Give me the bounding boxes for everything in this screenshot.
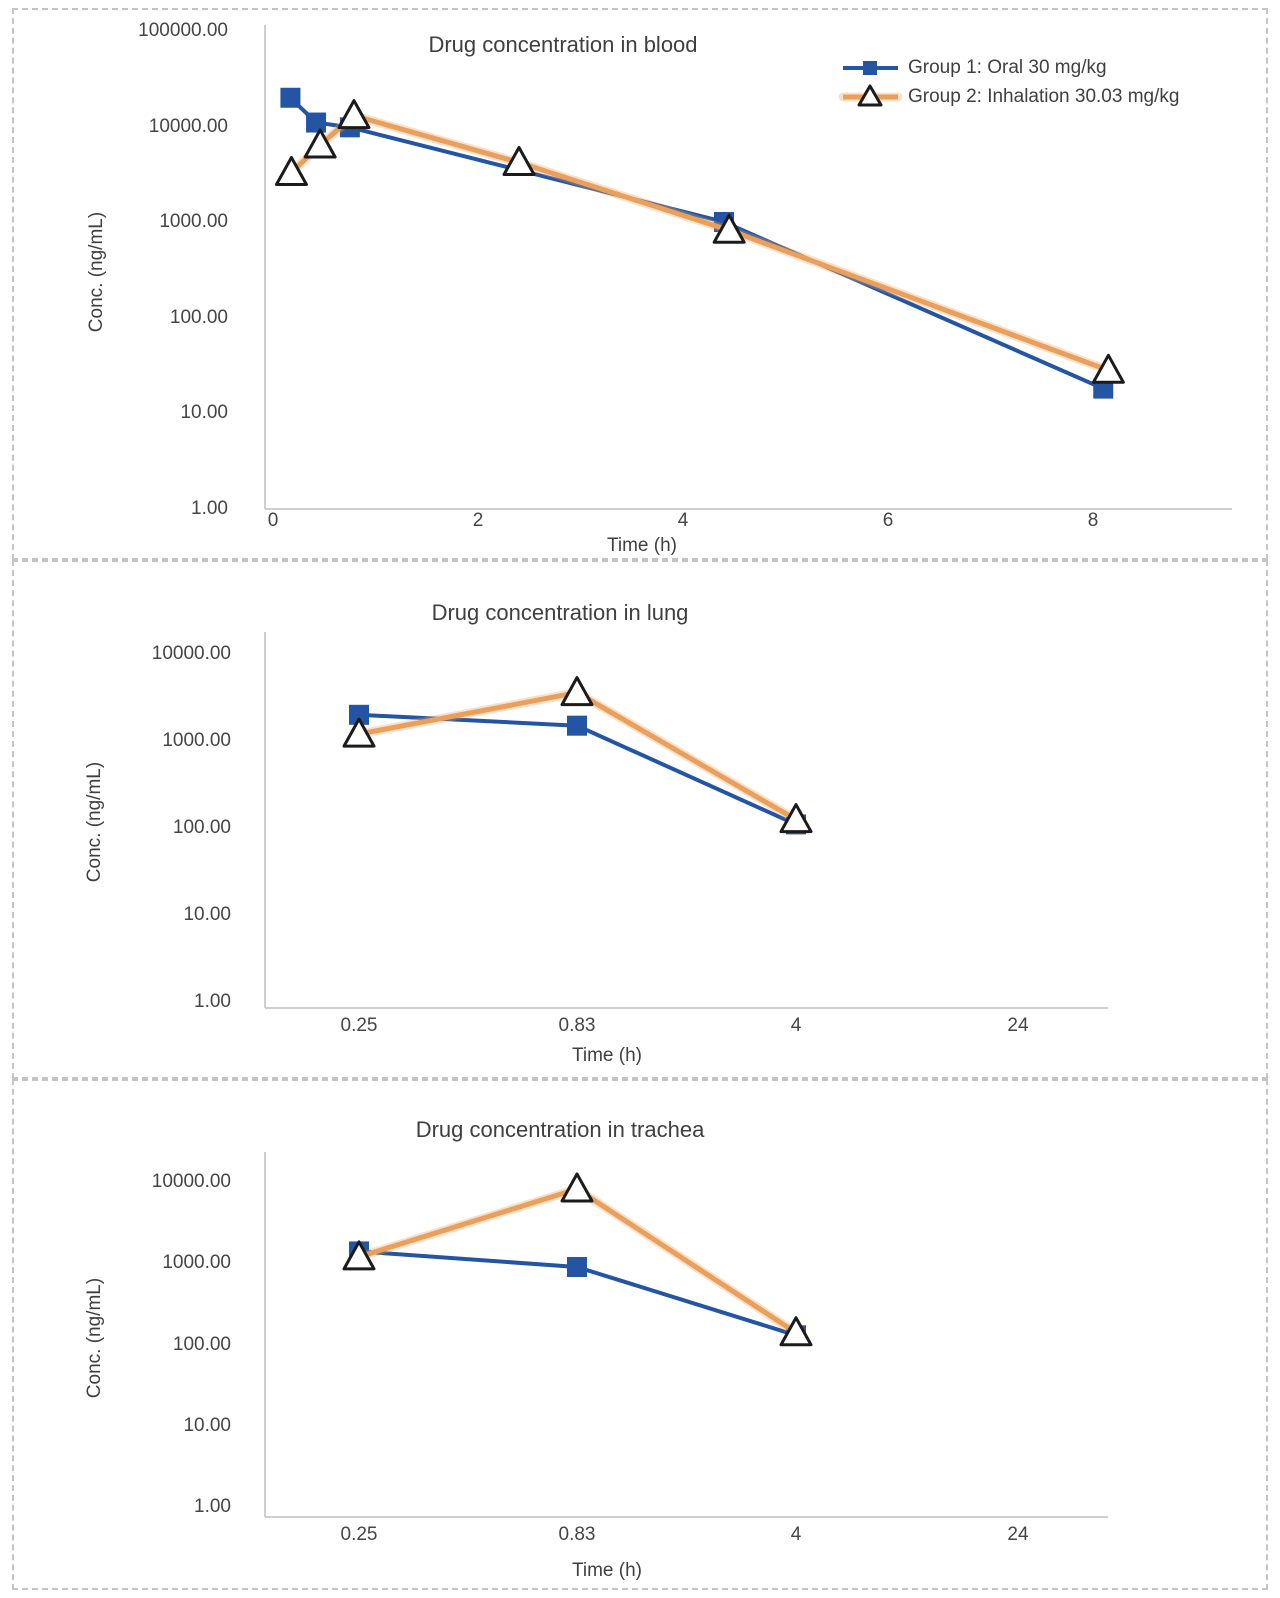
- x-axis-title: Time (h): [571, 1045, 643, 1066]
- inhalation-triangle-marker: [560, 1172, 594, 1203]
- panel-blood: [12, 8, 1268, 560]
- y-tick-label: 1000.00: [162, 1252, 231, 1274]
- y-axis-title: Conc. (ng/mL): [84, 761, 105, 883]
- inhalation-series-line: [288, 113, 1111, 373]
- y-axis-title: Conc. (ng/mL): [86, 211, 107, 333]
- x-tick-label: 8: [1087, 510, 1099, 531]
- x-tick-label: 4: [790, 1015, 802, 1036]
- inhalation-triangle-marker: [502, 145, 536, 176]
- y-tick-label: 10000.00: [151, 1171, 231, 1192]
- legend-square-marker: [863, 61, 877, 75]
- y-tick-label: 1.00: [191, 497, 228, 519]
- x-tick-label: 24: [1007, 1524, 1029, 1545]
- y-tick-label: 10000.00: [148, 115, 228, 137]
- x-axis-title: Time (h): [571, 1560, 643, 1581]
- y-tick-label: 1000.00: [162, 730, 231, 751]
- y-tick-label: 10.00: [183, 1414, 231, 1436]
- y-tick-label: 1000.00: [159, 211, 228, 232]
- y-tick-label: 100.00: [169, 306, 228, 328]
- y-axis-title: Conc. (ng/mL): [84, 1277, 105, 1399]
- oral-square-marker: [567, 1257, 587, 1278]
- x-tick-label: 24: [1007, 1015, 1029, 1036]
- x-tick-label: 0.83: [558, 1015, 596, 1036]
- inhalation-triangle-marker: [342, 1240, 376, 1271]
- inhalation-triangle-marker: [779, 803, 813, 834]
- oral-square-marker: [567, 715, 587, 736]
- inhalation-triangle-marker: [779, 1316, 813, 1347]
- x-axis-title: Time (h): [606, 535, 678, 556]
- y-tick-label: 10000.00: [151, 643, 231, 664]
- y-tick-label: 100000.00: [138, 20, 228, 41]
- inhalation-line-halo: [286, 111, 1113, 375]
- oral-series-line: [288, 95, 1106, 391]
- inhalation-triangle-marker: [337, 99, 371, 130]
- y-tick-label: 10.00: [183, 904, 231, 925]
- legend-label: Group 1: Oral 30 mg/kg: [908, 57, 1107, 78]
- oral-square-marker: [349, 704, 369, 725]
- inhalation-triangle-marker: [560, 676, 594, 707]
- x-tick-label: 0: [267, 510, 279, 531]
- y-tick-label: 10.00: [180, 402, 228, 423]
- chart-title: Drug concentration in trachea: [415, 1117, 705, 1142]
- x-tick-label: 0.25: [340, 1524, 378, 1545]
- x-tick-label: 4: [677, 510, 689, 531]
- x-tick-label: 0.83: [558, 1524, 596, 1545]
- y-tick-label: 1.00: [194, 1496, 231, 1518]
- oral-square-marker: [280, 87, 301, 108]
- chart-title: Drug concentration in lung: [431, 600, 689, 625]
- inhalation-triangle-marker: [303, 128, 337, 159]
- y-tick-label: 100.00: [172, 1333, 231, 1355]
- panel-lung: [12, 560, 1268, 1079]
- inhalation-triangle-marker: [712, 213, 746, 244]
- inhalation-triangle-marker: [274, 155, 308, 186]
- inhalation-line-halo: [354, 688, 801, 825]
- legend-label: Group 2: Inhalation 30.03 mg/kg: [908, 86, 1180, 107]
- legend-triangle-marker: [857, 84, 883, 107]
- x-tick-label: 2: [472, 510, 484, 531]
- x-tick-label: 6: [882, 510, 894, 531]
- panel-trachea: [12, 1079, 1268, 1590]
- x-tick-label: 0.25: [340, 1015, 378, 1036]
- oral-square-marker: [306, 112, 327, 133]
- x-tick-label: 4: [790, 1524, 802, 1545]
- inhalation-triangle-marker: [1091, 353, 1125, 384]
- inhalation-series-line: [356, 690, 799, 823]
- chart-title: Drug concentration in blood: [428, 32, 698, 57]
- inhalation-triangle-marker: [342, 717, 376, 748]
- y-tick-label: 100.00: [172, 817, 231, 838]
- y-tick-label: 1.00: [194, 991, 231, 1012]
